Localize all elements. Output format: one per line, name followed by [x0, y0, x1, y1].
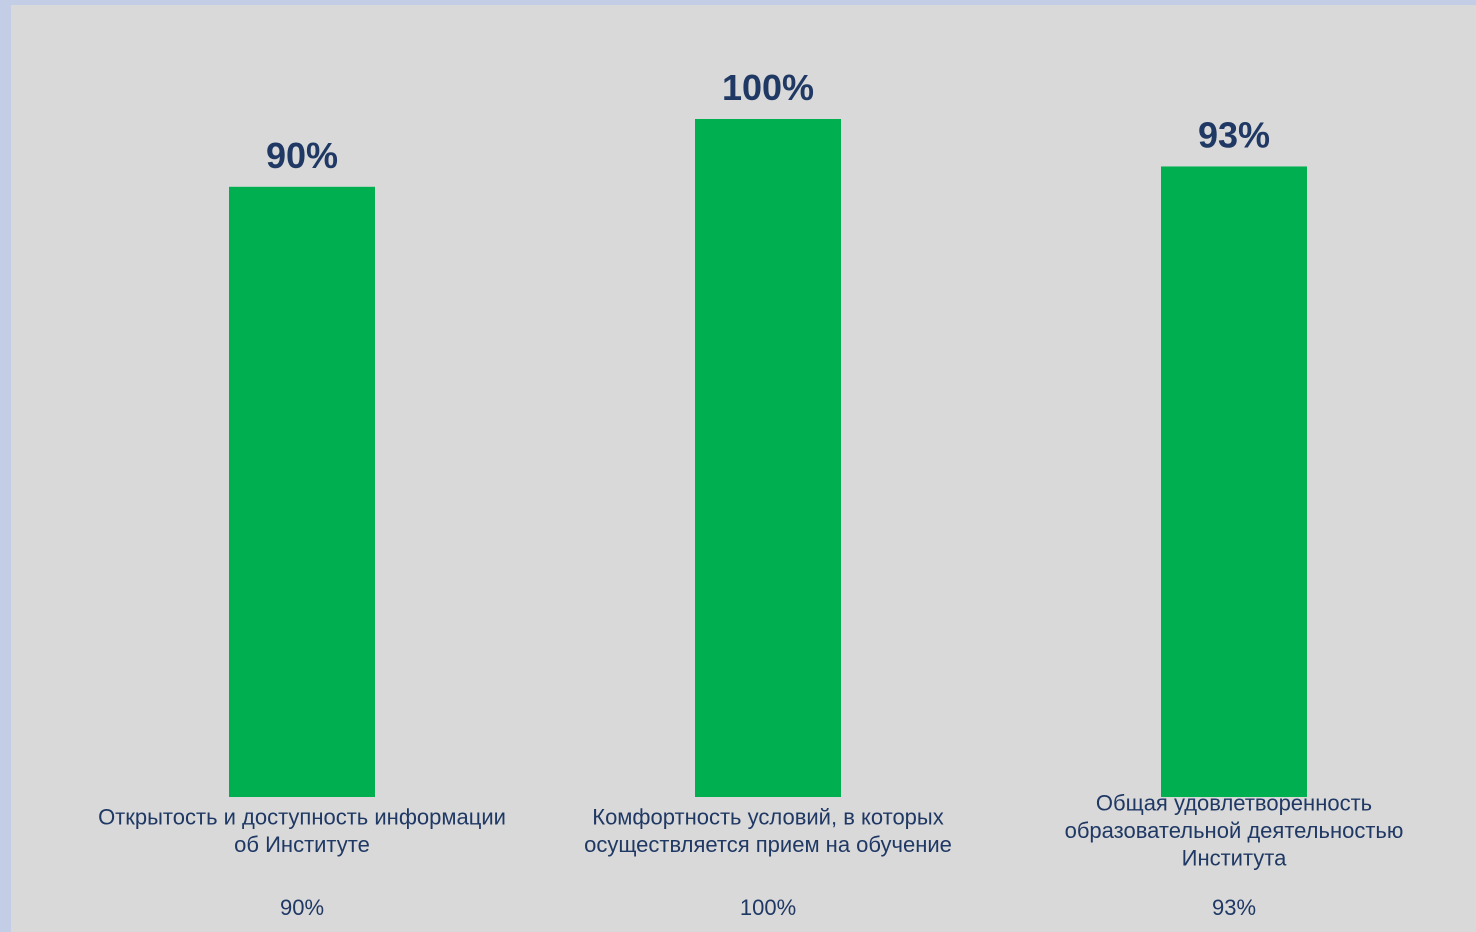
bar [695, 119, 841, 797]
bar [229, 186, 375, 798]
category-label-line: Института [1182, 846, 1287, 871]
category-label-line: Общая удовлетворенность [1096, 791, 1372, 816]
category-label-line: об Институте [234, 832, 370, 857]
bar [1161, 166, 1307, 797]
category-label: Комфортность условий, в которых осуществл… [584, 804, 952, 857]
category-label-line: Комфортность условий, в которых [592, 804, 943, 829]
category-label: Общая удовлетворенность образовательной д… [1065, 791, 1404, 871]
data-label: 90% [266, 135, 338, 176]
data-label: 93% [1198, 114, 1270, 155]
category-label: Открытость и доступность информации об Ин… [98, 804, 506, 857]
category-label-line: осуществляется прием на обучение [584, 832, 952, 857]
table-value: 100% [740, 895, 796, 920]
data-label: 100% [722, 67, 814, 108]
category-label-line: образовательной деятельностью [1065, 818, 1404, 843]
table-value: 93% [1212, 895, 1256, 920]
table-value: 90% [280, 895, 324, 920]
category-label-line: Открытость и доступность информации [98, 804, 506, 829]
